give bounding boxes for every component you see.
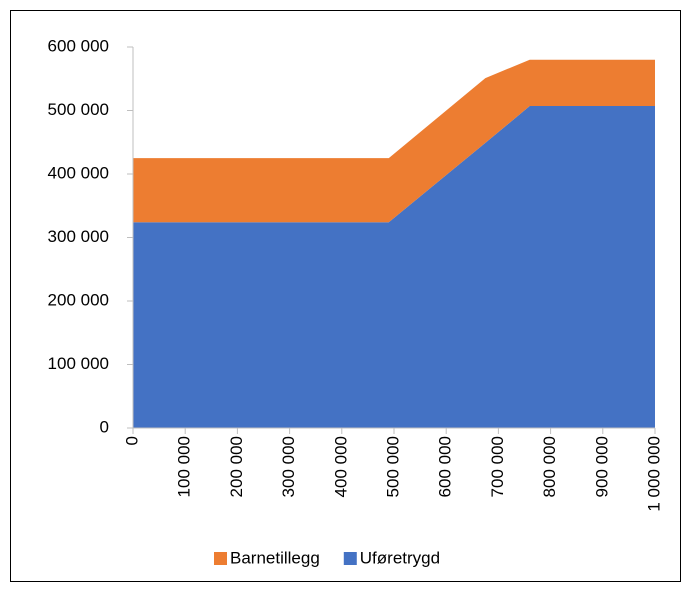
x-tick-label: 500 000	[383, 436, 402, 497]
x-tick-label: 100 000	[175, 436, 194, 497]
area	[133, 106, 655, 429]
legend-label: Barnetillegg	[230, 548, 320, 567]
y-tick-label: 300 000	[48, 227, 109, 246]
y-tick-label: 500 000	[48, 100, 109, 119]
y-tick-label: 0	[100, 417, 109, 436]
x-tick-label: 800 000	[540, 436, 559, 497]
y-tick-label: 400 000	[48, 163, 109, 182]
legend-swatch	[343, 552, 357, 565]
legend-label: Uføretrygd	[360, 548, 440, 567]
x-tick-label: 1 000 000	[644, 436, 663, 512]
x-tick-label: 0	[122, 436, 141, 445]
y-tick-label: 600 000	[48, 36, 109, 55]
x-tick-label: 200 000	[227, 436, 246, 497]
x-tick-label: 700 000	[488, 436, 507, 497]
area	[133, 59, 655, 223]
x-tick-label: 600 000	[436, 436, 455, 497]
x-tick-label: 300 000	[279, 436, 298, 497]
x-tick-label: 900 000	[592, 436, 611, 497]
y-tick-label: 200 000	[48, 290, 109, 309]
legend-swatch	[214, 552, 227, 565]
y-tick-label: 100 000	[48, 354, 109, 373]
x-tick-label: 400 000	[331, 436, 350, 497]
